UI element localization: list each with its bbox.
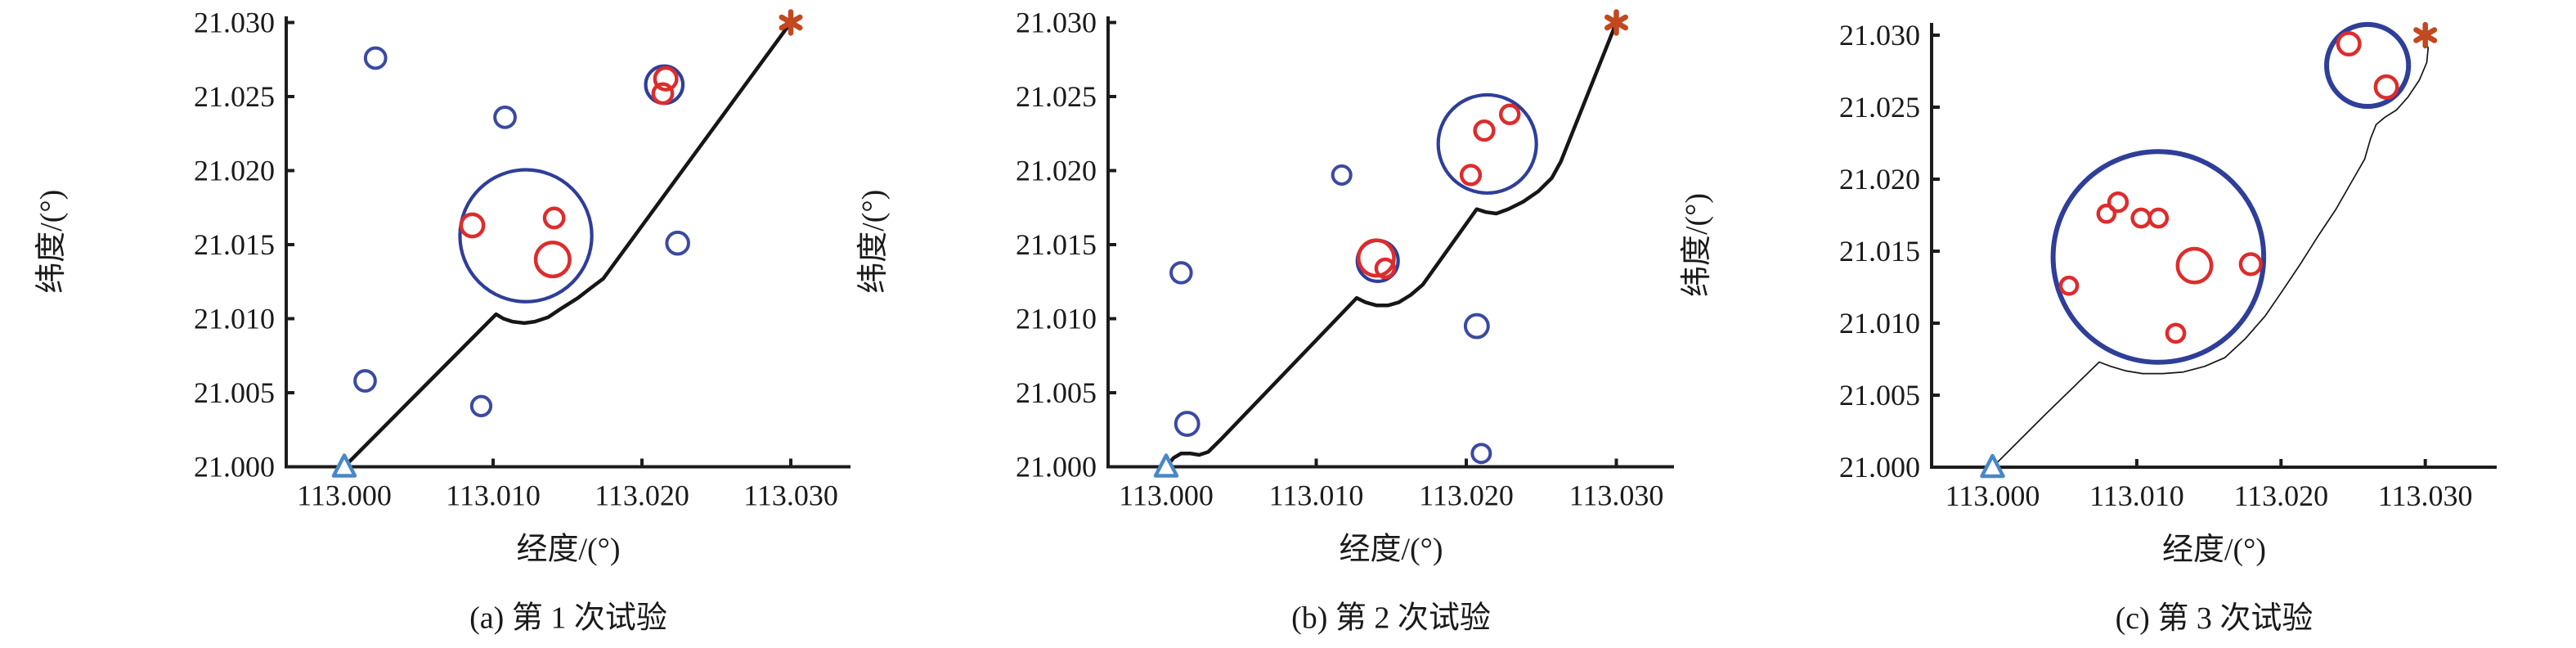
y-tick-label: 21.015: [1839, 235, 1920, 268]
y-tick-label: 21.010: [1016, 303, 1097, 335]
subplot-caption: (a) 第 1 次试验: [469, 601, 667, 636]
target-circle: [2107, 191, 2129, 214]
target-circle: [1356, 238, 1396, 278]
obstacle-circle: [1470, 443, 1492, 465]
y-tick-label: 21.015: [194, 228, 275, 261]
target-circle: [1459, 164, 1483, 187]
subplot-b: 113.000 113.010 113.020 113.030 21.000 21.005…: [856, 7, 1674, 636]
x-tick-label: 113.000: [1119, 479, 1214, 512]
target-circle: [653, 65, 679, 92]
y-tick-label: 21.030: [194, 7, 275, 39]
x-tick-label: 113.020: [1419, 479, 1514, 512]
obstacle-circle: [493, 105, 517, 129]
y-tick-label: 21.000: [1839, 451, 1920, 484]
obstacle-circle: [1463, 313, 1490, 340]
x-tick-label: 113.020: [595, 479, 689, 512]
subplot-c: 113.000 113.010 113.020 113.030 21.000 21.005…: [1680, 19, 2497, 636]
x-tick-label: 113.030: [2378, 479, 2473, 512]
target-circle: [2175, 246, 2214, 285]
y-tick-label: 21.005: [1839, 379, 1920, 412]
target-circle: [533, 241, 572, 279]
y-tick-label: 21.025: [1016, 80, 1097, 113]
target-circle: [2058, 275, 2080, 296]
goal-asterisk-icon: [779, 9, 803, 36]
cluster-boundary-circle: [2050, 149, 2267, 365]
obstacle-circle: [1331, 164, 1353, 186]
target-circle: [2096, 203, 2117, 224]
y-tick-label: 21.030: [1839, 19, 1920, 52]
obstacle-circle: [353, 369, 377, 393]
x-tick-label: 113.010: [2089, 479, 2184, 512]
asterisk-spoke: [779, 14, 803, 31]
y-axis-title: 纬度/(°): [856, 190, 891, 294]
obstacle-circle: [1174, 411, 1200, 437]
y-tick-label: 21.025: [194, 80, 275, 113]
x-tick-label: 113.010: [446, 479, 541, 512]
planned-path-line: [342, 20, 793, 469]
start-triangle-icon: [1153, 453, 1179, 478]
y-tick-label: 21.015: [1016, 228, 1097, 261]
x-tick-label: 113.000: [1945, 479, 2040, 512]
target-circle: [2130, 207, 2152, 229]
target-circle: [2238, 252, 2263, 277]
goal-asterisk-icon: [2413, 21, 2438, 49]
y-tick-label: 21.010: [194, 303, 275, 335]
target-circle: [2165, 322, 2187, 344]
target-circle: [1374, 257, 1397, 280]
target-circle: [2373, 74, 2399, 100]
y-tick-label: 21.000: [194, 451, 275, 484]
target-circle: [542, 206, 566, 230]
x-tick-label: 113.030: [743, 479, 838, 512]
subplot-caption: (c) 第 3 次试验: [2116, 601, 2313, 636]
y-axis-title: 纬度/(°): [1680, 193, 1714, 297]
x-axis-title: 经度/(°): [1339, 533, 1443, 567]
cluster-boundary-circle: [458, 168, 594, 304]
y-axis-title: 纬度/(°): [34, 190, 69, 294]
y-tick-label: 21.025: [1839, 91, 1920, 124]
obstacle-circle: [1169, 261, 1193, 285]
target-circle: [459, 212, 486, 239]
cluster-boundary-circle: [2324, 21, 2412, 110]
target-circle: [651, 82, 675, 106]
y-tick-label: 21.020: [194, 155, 275, 187]
x-axis-title: 经度/(°): [2162, 533, 2266, 567]
y-tick-label: 21.020: [1839, 163, 1920, 196]
y-tick-label: 21.000: [1016, 451, 1097, 484]
obstacle-circle: [665, 230, 690, 256]
target-circle: [2147, 207, 2170, 229]
y-tick-label: 21.005: [194, 376, 275, 409]
x-tick-label: 113.010: [1269, 479, 1364, 512]
target-circle: [1473, 119, 1496, 142]
y-tick-label: 21.005: [1016, 376, 1097, 409]
target-circle: [1498, 103, 1521, 125]
obstacle-circle: [469, 394, 493, 417]
cluster-boundary-circle: [1436, 92, 1538, 196]
x-tick-label: 113.030: [1569, 479, 1664, 512]
y-tick-label: 21.030: [1016, 7, 1097, 39]
start-triangle-icon: [331, 453, 357, 478]
y-tick-label: 21.020: [1016, 155, 1097, 187]
goal-asterisk-icon: [1604, 9, 1629, 36]
subplot-caption: (b) 第 2 次试验: [1291, 601, 1491, 636]
planned-path-line: [1991, 35, 2430, 468]
asterisk-spoke: [1604, 14, 1629, 31]
y-tick-label: 21.010: [1839, 307, 1920, 340]
obstacle-circle: [363, 46, 388, 70]
asterisk-spoke: [2413, 27, 2438, 43]
subplot-a: 113.000 113.010 113.020 113.030 21.000 21.005…: [34, 7, 850, 636]
planned-path-line: [1164, 20, 1618, 469]
target-circle: [2336, 31, 2362, 57]
start-triangle-icon: [1980, 453, 2005, 479]
x-tick-label: 113.020: [2233, 479, 2328, 512]
x-tick-label: 113.000: [297, 479, 392, 512]
x-axis-title: 经度/(°): [516, 533, 620, 567]
